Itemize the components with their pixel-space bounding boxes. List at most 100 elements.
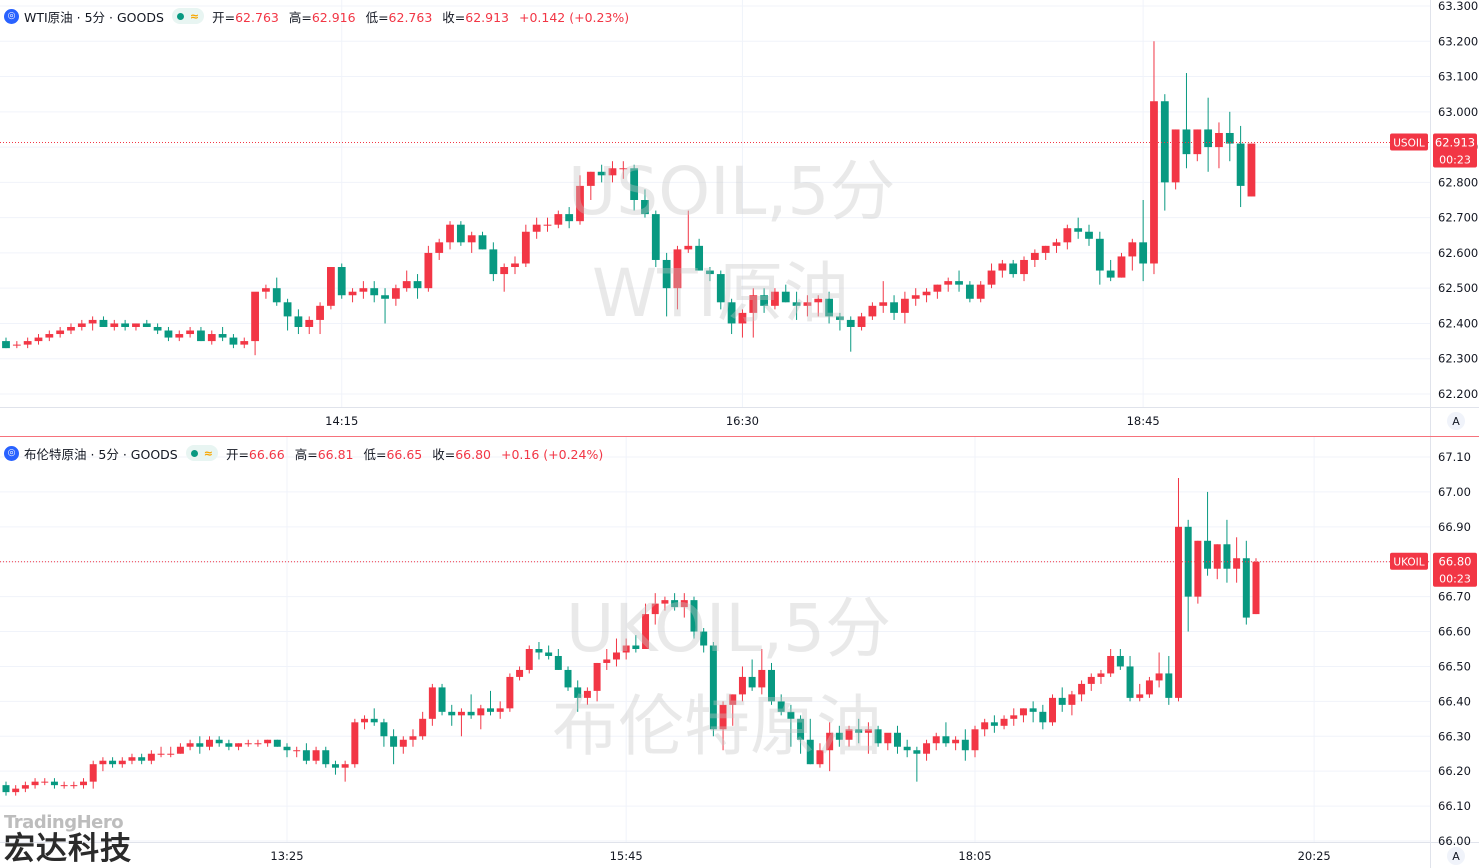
usoil-chart-panel[interactable]: 62.200 62.300 62.400 62.500 62.600 62.700 62.8…: [0, 0, 1479, 436]
candle: [825, 291, 833, 324]
candle: [21, 781, 29, 793]
market-status-pill[interactable]: ≈: [185, 445, 218, 461]
candle: [952, 736, 960, 751]
candle-body: [521, 231, 530, 264]
candle: [262, 284, 270, 299]
candle-body: [34, 337, 43, 342]
candle: [680, 593, 688, 618]
ukoil-chart[interactable]: 66.00 66.10 66.20 66.30 66.40 66.50 66.60 66.70…: [0, 437, 1479, 868]
candle: [489, 242, 498, 282]
low-label: 低=: [365, 9, 389, 25]
candle-body: [1097, 673, 1105, 677]
candle-body: [272, 288, 281, 303]
candle-body: [680, 600, 688, 608]
candle: [316, 302, 324, 335]
candle: [864, 722, 872, 754]
open-value: 62.763: [235, 9, 279, 25]
market-status-pill[interactable]: ≈: [171, 8, 205, 24]
candle-body: [1247, 143, 1256, 197]
candle-body: [814, 298, 823, 303]
candle: [89, 760, 97, 789]
candle: [88, 316, 97, 331]
candle: [1030, 249, 1039, 268]
chart-watermark-name: WTI原油: [592, 255, 850, 332]
candle-body: [1155, 673, 1163, 681]
price-tag-value: 66.80: [1439, 555, 1472, 569]
candle: [1252, 558, 1260, 615]
candle-body: [574, 687, 582, 698]
candle: [826, 722, 834, 772]
candle: [1085, 224, 1093, 246]
candle: [456, 221, 465, 246]
candle: [1182, 73, 1191, 169]
ukoil-chart-panel[interactable]: 66.00 66.10 66.20 66.30 66.40 66.50 66.60 66.70…: [0, 437, 1479, 868]
candle-body: [157, 753, 165, 755]
candle: [1236, 125, 1245, 208]
candle-body: [235, 743, 243, 747]
candle: [545, 645, 553, 660]
candle-body: [56, 330, 65, 335]
symbol-icon[interactable]: ◎: [4, 8, 19, 24]
candle: [619, 161, 628, 179]
candle-body: [1233, 558, 1241, 569]
candle: [448, 704, 456, 726]
auto-scale-label: A: [1452, 850, 1460, 863]
price-tick-label: 62.200: [1438, 387, 1478, 401]
candle-body: [760, 295, 768, 306]
candle-body: [264, 739, 272, 744]
candle-body: [781, 291, 790, 303]
candle-body: [797, 718, 805, 740]
candle-body: [874, 729, 882, 744]
candle-body: [381, 295, 389, 299]
candle-body: [965, 284, 974, 299]
price-tag-box: [1433, 133, 1477, 168]
symbol-title[interactable]: WTI原油 · 5分 · GOODS: [24, 9, 164, 25]
candle: [1213, 544, 1221, 580]
candle-body: [1150, 101, 1158, 264]
candle: [225, 739, 233, 751]
price-tick-label: 63.200: [1438, 34, 1478, 48]
price-tick-label: 66.00: [1438, 834, 1471, 848]
candle-body: [23, 341, 32, 345]
candle-body: [419, 718, 427, 737]
candle-body: [351, 722, 359, 765]
candle: [240, 337, 249, 349]
candle-body: [545, 652, 553, 656]
candle-body: [302, 750, 310, 761]
auto-scale-button[interactable]: A: [1447, 847, 1465, 865]
candle: [1165, 655, 1173, 705]
candle: [424, 245, 433, 292]
candle-body: [327, 267, 335, 306]
candle-body: [792, 302, 801, 306]
candle-body: [998, 263, 1007, 271]
candle: [67, 323, 75, 335]
candle: [781, 284, 790, 303]
candle-body: [121, 323, 130, 327]
candle-body: [370, 718, 378, 723]
candle: [337, 263, 346, 299]
candle: [264, 739, 272, 747]
candle: [167, 746, 175, 758]
auto-scale-button[interactable]: A: [1447, 412, 1465, 430]
usoil-chart[interactable]: 62.200 62.300 62.400 62.500 62.600 62.700 62.8…: [0, 0, 1479, 436]
price-tag-symbol: UKOIL: [1393, 557, 1424, 569]
pane-divider[interactable]: [0, 436, 1479, 437]
candle: [641, 189, 649, 218]
price-tick-label: 66.50: [1438, 659, 1471, 673]
symbol-icon[interactable]: ◎: [4, 445, 19, 461]
candle: [176, 743, 184, 754]
price-tick-label: 66.90: [1438, 520, 1471, 534]
candle: [77, 319, 86, 331]
candle-body: [424, 252, 433, 289]
change-value: +0.142 (+0.23%): [519, 9, 630, 25]
candle: [229, 334, 238, 349]
candle-body: [341, 764, 349, 768]
candle-body: [77, 323, 86, 327]
candle: [244, 739, 252, 747]
candle: [1128, 238, 1137, 271]
candle: [612, 638, 620, 667]
symbol-title[interactable]: 布伦特原油 · 5分 · GOODS: [24, 446, 178, 462]
candle-body: [1063, 228, 1072, 243]
candle: [608, 161, 617, 183]
candle-body: [777, 701, 785, 712]
